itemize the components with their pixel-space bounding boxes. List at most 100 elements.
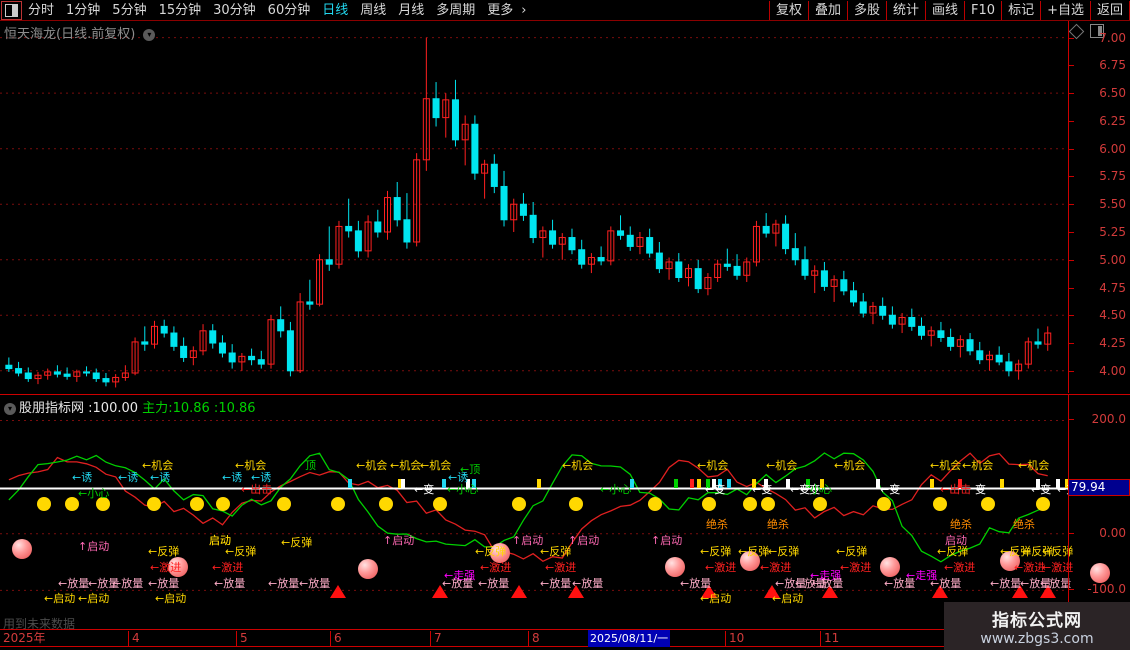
tick-bar: [690, 479, 694, 489]
period-tab-1[interactable]: 1分钟: [66, 3, 101, 18]
signal-label: ←反弹: [937, 545, 969, 558]
signal-label: ←反弹: [700, 545, 732, 558]
period-tab-4[interactable]: 30分钟: [213, 3, 256, 18]
signal-label: ←启动: [44, 592, 76, 605]
signal-dot: [933, 497, 947, 512]
signal-label: ←反弹: [768, 545, 800, 558]
signal-label: ←走强: [444, 569, 476, 582]
toolbar-button-0[interactable]: 复权: [768, 1, 809, 20]
signal-label: ←出击: [241, 483, 273, 496]
chevron-down-icon[interactable]: ▾: [4, 403, 16, 415]
signal-label: ←放量: [88, 577, 120, 590]
price-y-axis: 7.00 6.75 6.50 6.25 6.00 5.75 5.50 5.25 5.00 4.75…: [1068, 21, 1130, 393]
buy-triangle-icon: [701, 585, 717, 598]
toolbar-button-7[interactable]: +自选: [1040, 1, 1091, 20]
period-tab-0[interactable]: 分时: [28, 3, 55, 18]
signal-label: ←反弹: [836, 545, 868, 558]
signal-label: ←机会: [930, 459, 962, 472]
signal-label: ←放量: [812, 577, 844, 590]
panel-icon[interactable]: [1090, 24, 1104, 38]
signal-label: ←反弹: [540, 545, 572, 558]
price-axis-label-8: 5.00: [1099, 252, 1126, 267]
price-chart-pane[interactable]: 恒天海龙(日线.前复权) ▾: [0, 21, 1130, 393]
signal-label: 小心: [810, 483, 832, 496]
buy-triangle-icon: [1040, 585, 1056, 598]
signal-label: ←机会: [562, 459, 594, 472]
buy-triangle-icon: [764, 585, 780, 598]
toolbar-button-4[interactable]: 画线: [925, 1, 966, 20]
signal-label: ←机会: [235, 459, 267, 472]
signal-label: ←变: [800, 483, 821, 496]
tick-bar: [820, 479, 824, 489]
signal-label: ↑启动: [512, 534, 544, 547]
chevron-down-icon[interactable]: ▾: [143, 29, 156, 41]
signal-label: 变: [975, 483, 986, 496]
price-pane-title: 恒天海龙(日线.前复权) ▾: [4, 23, 156, 42]
signal-label: ↑启动: [651, 534, 683, 547]
signal-label: ←激进: [760, 561, 792, 574]
tick-bar: [958, 479, 962, 489]
pink-ball-icon: [1000, 551, 1020, 571]
indicator-axis-label-1: 0.00: [1099, 525, 1126, 540]
signal-dot: [65, 497, 79, 512]
signal-label: ←反弹: [1022, 545, 1054, 558]
signal-dot: [743, 497, 757, 512]
period-tab-5[interactable]: 60分钟: [267, 3, 311, 18]
signal-label: ←反弹: [1042, 545, 1074, 558]
oscillator-series: [0, 452, 1068, 563]
signal-label: ←放量: [1020, 577, 1052, 590]
tick-bar: [398, 479, 402, 489]
toolbar-button-3[interactable]: 统计: [886, 1, 927, 20]
signal-label: ←反弹: [475, 545, 507, 558]
chevron-right-icon[interactable]: ›: [521, 3, 527, 18]
indicator-axis-tick-0: [1069, 419, 1074, 421]
pink-ball-icon: [880, 557, 900, 577]
price-axis-tick-0: [1069, 37, 1074, 39]
period-tab-3[interactable]: 15分钟: [158, 3, 202, 18]
tick-bar: [930, 479, 934, 489]
period-tab-9[interactable]: 多周期: [436, 3, 476, 18]
signal-label: 启动: [209, 534, 231, 547]
signal-label: ←启动: [772, 592, 804, 605]
panel-toggle-icon[interactable]: [1, 1, 22, 20]
price-axis-label-3: 6.25: [1099, 113, 1126, 128]
signal-label: ←变: [790, 483, 811, 496]
toolbar-button-6[interactable]: 标记: [1001, 1, 1042, 20]
period-tab-6[interactable]: 日线: [322, 3, 349, 18]
buy-triangle-icon: [432, 585, 448, 598]
signal-label: 启动: [209, 534, 231, 547]
selected-date-badge: 2025/08/11/一: [588, 630, 671, 647]
date-tick-5: 8: [528, 631, 540, 647]
toolbar-button-5[interactable]: F10: [964, 1, 1003, 20]
signal-label: ←小心: [600, 483, 632, 496]
signal-label: ←放量: [540, 577, 572, 590]
future-data-note: 用到未来数据: [3, 617, 76, 631]
signal-label: ←放量: [214, 577, 246, 590]
toolbar-button-8[interactable]: 返回: [1089, 1, 1130, 20]
period-tab-2[interactable]: 5分钟: [112, 3, 147, 18]
signal-dot: [1036, 497, 1050, 512]
signal-label: ←放量: [572, 577, 604, 590]
price-axis-tick-4: [1069, 148, 1074, 150]
period-tab-10[interactable]: 更多: [487, 3, 514, 18]
period-tab-8[interactable]: 月线: [398, 3, 425, 18]
signal-label: ←诱: [251, 471, 272, 484]
toolbar-button-2[interactable]: 多股: [846, 1, 887, 20]
price-axis-label-12: 4.00: [1099, 363, 1126, 378]
tick-bar: [806, 479, 810, 489]
signal-label: ←放量: [478, 577, 510, 590]
signal-dot: [877, 497, 891, 512]
period-tab-7[interactable]: 周线: [360, 3, 387, 18]
signal-label: ←变: [414, 483, 435, 496]
buy-triangle-icon: [932, 585, 948, 598]
indicator-axis-tick-2: [1069, 589, 1074, 591]
indicator-pane[interactable]: ↑启动 ←反弹 ←反弹 ←激进 ←激进 ←放量 ←放量 ←放量 ←放量 ←放量 ←放量 ←放量 ←启动 ←…: [0, 394, 1130, 612]
main-force-sep: :: [168, 401, 173, 416]
toolbar-button-1[interactable]: 叠加: [807, 1, 848, 20]
signal-label: ←放量: [268, 577, 300, 590]
current-value-badge: 79.94: [1068, 479, 1130, 497]
signal-label: ←出击: [940, 483, 972, 496]
tick-bar: [348, 479, 352, 489]
signal-dot: [147, 497, 161, 512]
signal-label: 绝杀: [706, 518, 728, 531]
